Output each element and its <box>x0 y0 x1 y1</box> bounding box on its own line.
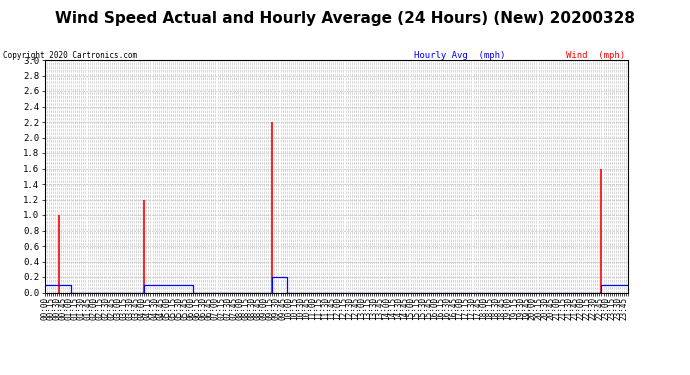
Text: Hourly Avg  (mph): Hourly Avg (mph) <box>414 51 505 60</box>
Text: Copyright 2020 Cartronics.com: Copyright 2020 Cartronics.com <box>3 51 137 60</box>
Text: Wind Speed Actual and Hourly Average (24 Hours) (New) 20200328: Wind Speed Actual and Hourly Average (24… <box>55 11 635 26</box>
Text: Wind  (mph): Wind (mph) <box>566 51 625 60</box>
